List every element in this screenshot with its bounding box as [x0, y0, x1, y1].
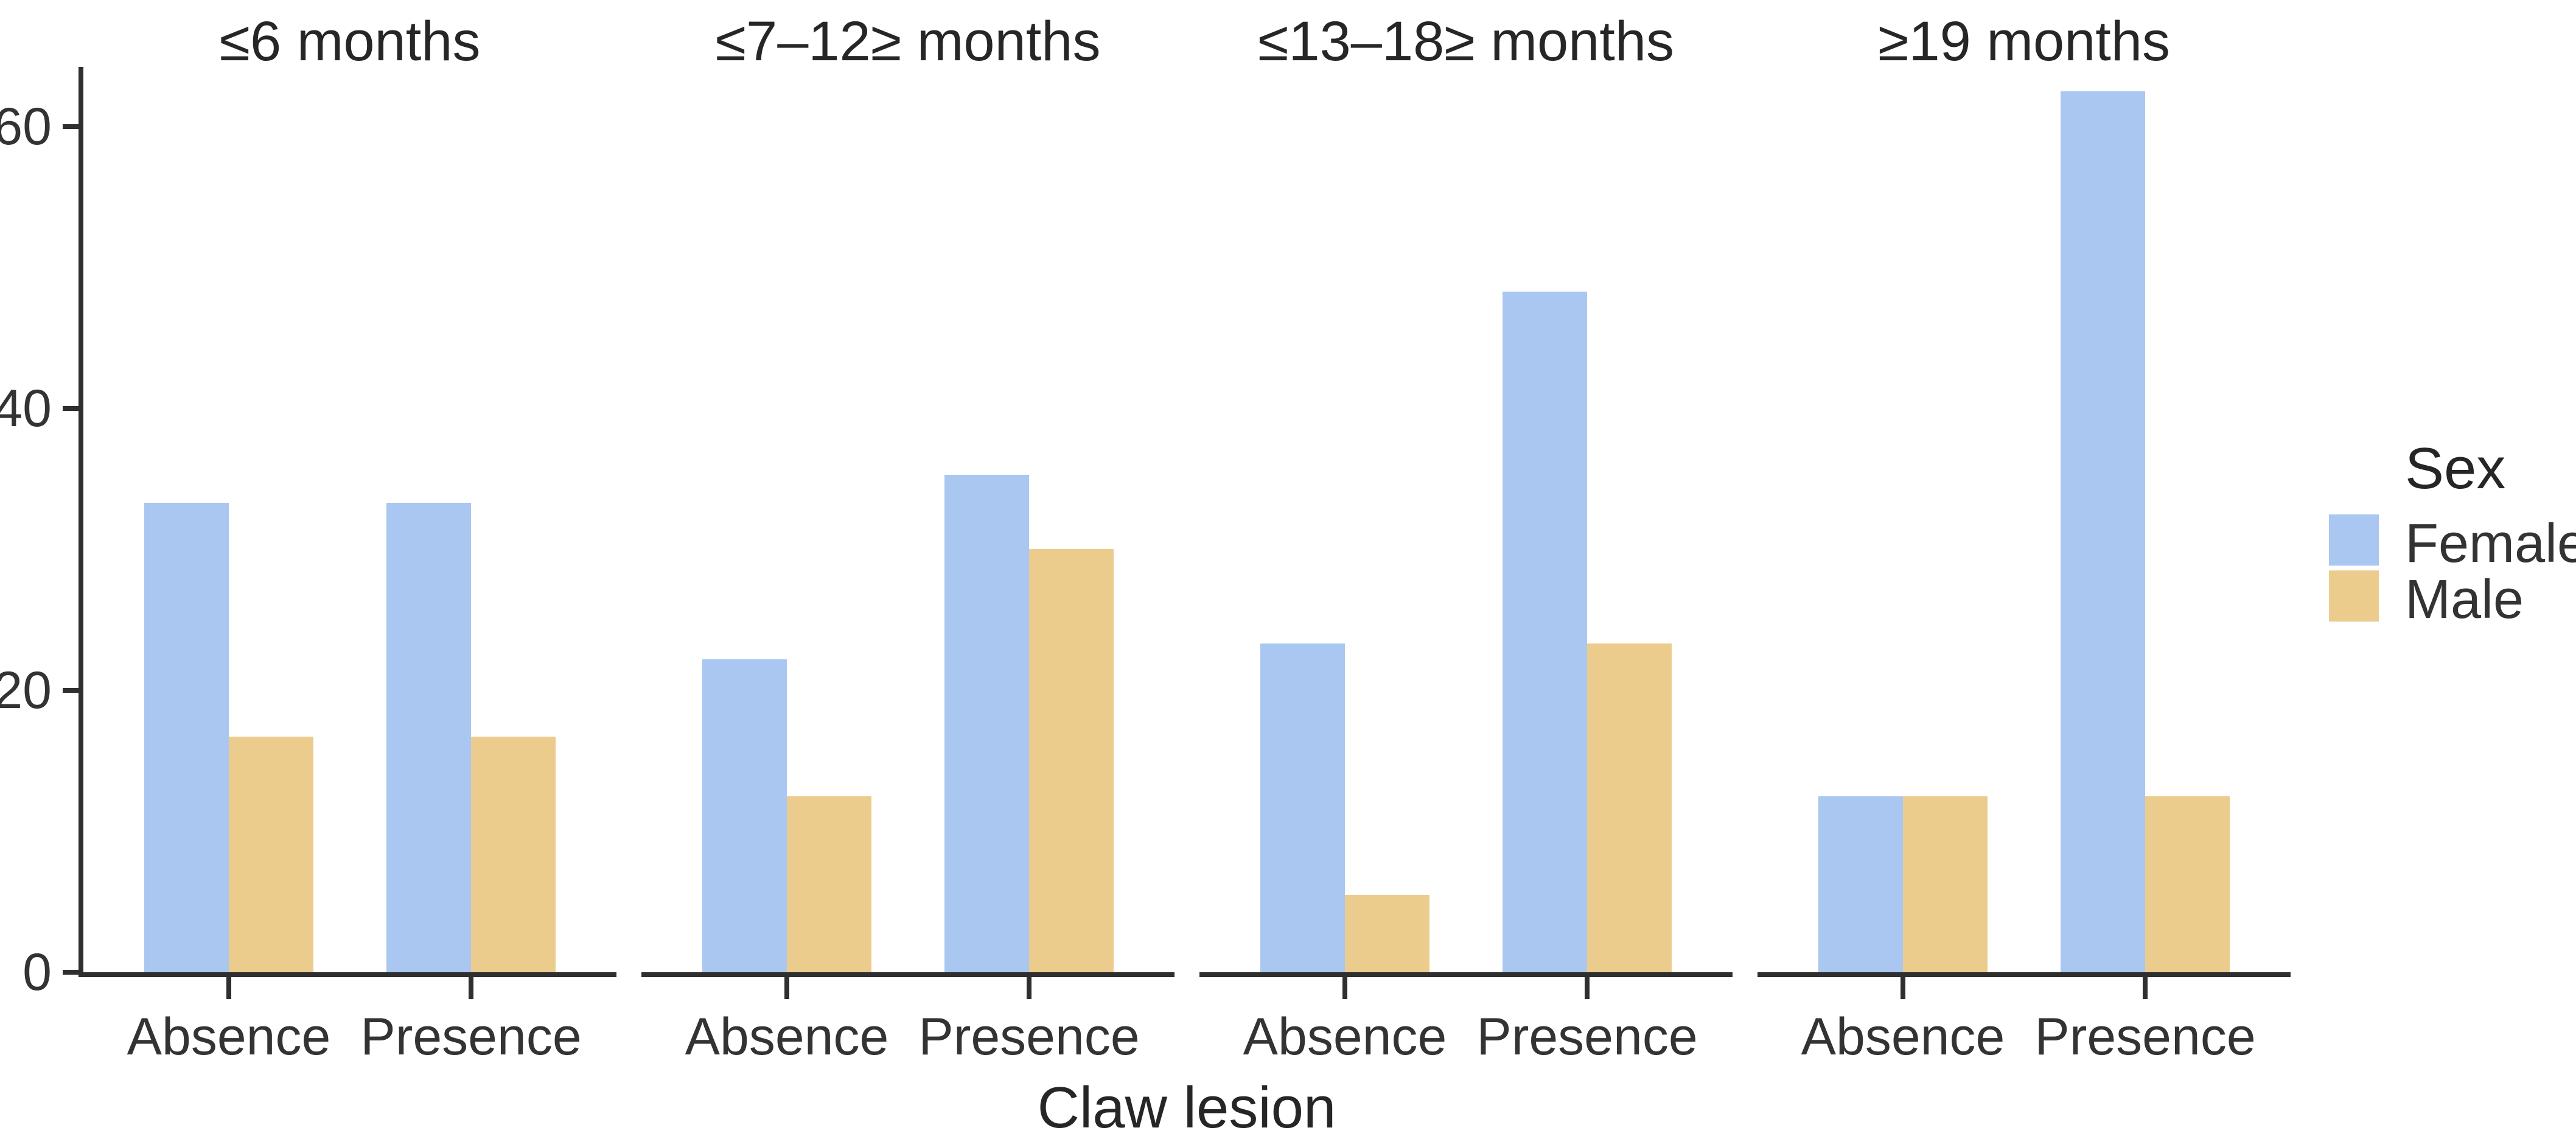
legend-label-male: Male [2405, 569, 2524, 630]
x-axis-tick [469, 977, 473, 999]
facet-title: ≤13–18≥ months [1257, 10, 1675, 72]
y-axis-tick [63, 124, 79, 129]
legend-key-female [2329, 514, 2379, 566]
x-axis-tick [1585, 977, 1590, 999]
legend-label-female: Female [2405, 513, 2576, 574]
bar-male-absence [787, 796, 871, 972]
bar-female-absence [1260, 643, 1345, 972]
y-tick-label: 60 [0, 97, 52, 156]
y-axis-tick [63, 687, 79, 693]
x-axis-tick [226, 977, 231, 999]
facet-panel [83, 70, 616, 999]
y-tick-label: 0 [23, 943, 52, 1001]
x-tick-label: Absence [1243, 1008, 1447, 1066]
facet-title: ≤6 months [219, 10, 481, 72]
facet-panel [641, 70, 1175, 999]
facet-title: ≤7–12≥ months [715, 10, 1101, 72]
bar-female-absence [144, 502, 229, 972]
x-axis-line [641, 972, 1175, 977]
x-tick-label: Absence [127, 1008, 331, 1066]
y-tick-label: 20 [0, 661, 52, 720]
y-axis-tick [63, 405, 79, 411]
x-tick-label: Presence [918, 1008, 1140, 1066]
facet-panel [1757, 70, 2291, 999]
y-tick-label: 40 [0, 379, 52, 438]
bar-male-presence [2145, 796, 2230, 972]
x-axis-title: Claw lesion [1037, 1075, 1336, 1136]
y-axis-line [79, 67, 83, 977]
facet-title: ≥19 months [1877, 10, 2171, 72]
x-tick-label: Presence [1476, 1008, 1698, 1066]
bar-male-absence [1345, 894, 1429, 972]
bar-male-absence [1903, 796, 1988, 972]
bar-male-presence [471, 737, 556, 972]
x-axis-tick [1027, 977, 1031, 999]
x-tick-label: Presence [360, 1008, 582, 1066]
x-axis-line [1757, 972, 2291, 977]
x-axis-tick [784, 977, 789, 999]
bar-male-absence [229, 737, 313, 972]
x-axis-tick [1901, 977, 1905, 999]
bar-female-presence [386, 502, 471, 972]
x-tick-label: Absence [1801, 1008, 2005, 1066]
y-axis-tick [63, 970, 79, 975]
legend-title: Sex [2405, 436, 2506, 501]
bar-female-presence [1503, 291, 1587, 972]
x-axis-tick [1342, 977, 1347, 999]
x-tick-label: Absence [685, 1008, 889, 1066]
bar-female-absence [1818, 796, 1903, 972]
facet-panel [1199, 70, 1733, 999]
bar-male-presence [1587, 643, 1672, 972]
x-axis-tick [2143, 977, 2148, 999]
bar-female-presence [2061, 91, 2145, 972]
legend-key-male [2329, 570, 2379, 622]
bar-female-absence [702, 659, 787, 972]
x-axis-line [1199, 972, 1733, 977]
bar-male-presence [1029, 549, 1114, 972]
bar-female-presence [944, 474, 1029, 972]
x-axis-line [83, 972, 616, 977]
x-tick-label: Presence [2034, 1008, 2256, 1066]
